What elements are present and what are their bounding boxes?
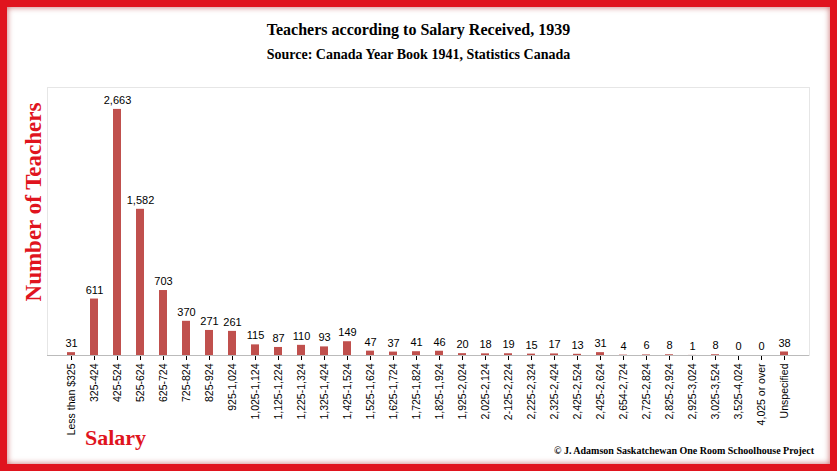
svg-text:47: 47: [364, 336, 376, 348]
svg-text:38: 38: [778, 337, 790, 349]
svg-text:87: 87: [272, 332, 284, 344]
svg-text:2,654-2,724: 2,654-2,724: [617, 363, 629, 419]
svg-text:325-424: 325-424: [88, 363, 100, 402]
svg-text:41: 41: [410, 336, 422, 348]
svg-text:1,125-1,224: 1,125-1,224: [272, 363, 284, 419]
svg-text:0: 0: [735, 340, 741, 352]
svg-text:19: 19: [502, 338, 514, 350]
html-text:Source: Canada Year Book 1941,: Source: Canada Year Book 1941, Statistic…: [266, 47, 571, 62]
svg-text:17: 17: [548, 338, 560, 350]
svg-text:1,025-1,124: 1,025-1,124: [249, 363, 261, 419]
svg-text:8: 8: [666, 339, 672, 351]
svg-text:825-924: 825-924: [203, 363, 215, 402]
svg-text:0: 0: [758, 340, 764, 352]
html-text:Number of Teachers: Number of Teachers: [21, 102, 46, 302]
svg-text:4,025 or over: 4,025 or over: [755, 363, 767, 425]
svg-text:271: 271: [200, 315, 218, 327]
svg-text:4: 4: [620, 340, 626, 352]
svg-text:6: 6: [643, 339, 649, 351]
svg-text:20: 20: [456, 338, 468, 350]
svg-text:1: 1: [689, 340, 695, 352]
svg-text:8: 8: [712, 339, 718, 351]
svg-text:2,325-2,424: 2,325-2,424: [548, 363, 560, 419]
svg-text:31: 31: [65, 337, 77, 349]
svg-text:925-1,024: 925-1,024: [226, 363, 238, 410]
svg-text:2,025-2,124: 2,025-2,124: [479, 363, 491, 419]
svg-text:3,525-4,024: 3,525-4,024: [732, 363, 744, 419]
svg-text:13: 13: [571, 339, 583, 351]
svg-text:1,225-1,324: 1,225-1,324: [295, 363, 307, 419]
svg-text:625-724: 625-724: [157, 363, 169, 402]
svg-text:1,425-1,524: 1,425-1,524: [341, 363, 353, 419]
svg-text:611: 611: [86, 284, 104, 296]
svg-text:703: 703: [154, 275, 172, 287]
svg-text:725-824: 725-824: [180, 363, 192, 402]
svg-text:425-524: 425-524: [111, 363, 123, 402]
svg-text:525-624: 525-624: [134, 363, 146, 402]
svg-text:2,825-2,924: 2,825-2,924: [663, 363, 675, 419]
svg-text:370: 370: [177, 306, 195, 318]
svg-text:31: 31: [594, 337, 606, 349]
svg-text:2,925-3,024: 2,925-3,024: [686, 363, 698, 419]
html-text:Teachers according to Salary R: Teachers according to Salary Received, 1…: [266, 21, 571, 38]
svg-text:115: 115: [247, 329, 265, 341]
svg-text:37: 37: [387, 337, 399, 349]
svg-text:2,425-2,524: 2,425-2,524: [571, 363, 583, 419]
svg-text:1,325-1,424: 1,325-1,424: [318, 363, 330, 419]
svg-text:46: 46: [433, 336, 445, 348]
svg-text:Less than $325: Less than $325: [65, 363, 77, 435]
svg-text:1,525-1,624: 1,525-1,624: [364, 363, 376, 419]
svg-text:2,725-2,824: 2,725-2,824: [640, 363, 652, 419]
svg-text:2,425-2,624: 2,425-2,624: [594, 363, 606, 419]
svg-text:110: 110: [293, 330, 311, 342]
svg-text:93: 93: [318, 331, 330, 343]
svg-text:149: 149: [338, 326, 356, 338]
html-text:© J. Adamson Saskatchewan One: © J. Adamson Saskatchewan One Room Schoo…: [553, 445, 814, 456]
svg-text:1,725-1,824: 1,725-1,824: [410, 363, 422, 419]
svg-text:1,825-1,924: 1,825-1,924: [433, 363, 445, 419]
html-text:Salary: Salary: [85, 425, 147, 450]
svg-text:1,625-1,724: 1,625-1,724: [387, 363, 399, 419]
svg-text:Unspecified: Unspecified: [778, 363, 790, 418]
svg-text:1,582: 1,582: [127, 194, 155, 206]
svg-text:2-125-2,224: 2-125-2,224: [502, 363, 514, 420]
svg-text:2,663: 2,663: [104, 94, 132, 106]
svg-text:15: 15: [525, 339, 537, 351]
svg-text:261: 261: [223, 316, 241, 328]
svg-text:1,925-2,024: 1,925-2,024: [456, 363, 468, 419]
svg-text:18: 18: [479, 338, 491, 350]
svg-text:3,025-3,524: 3,025-3,524: [709, 363, 721, 419]
svg-text:2,225-2,324: 2,225-2,324: [525, 363, 537, 419]
